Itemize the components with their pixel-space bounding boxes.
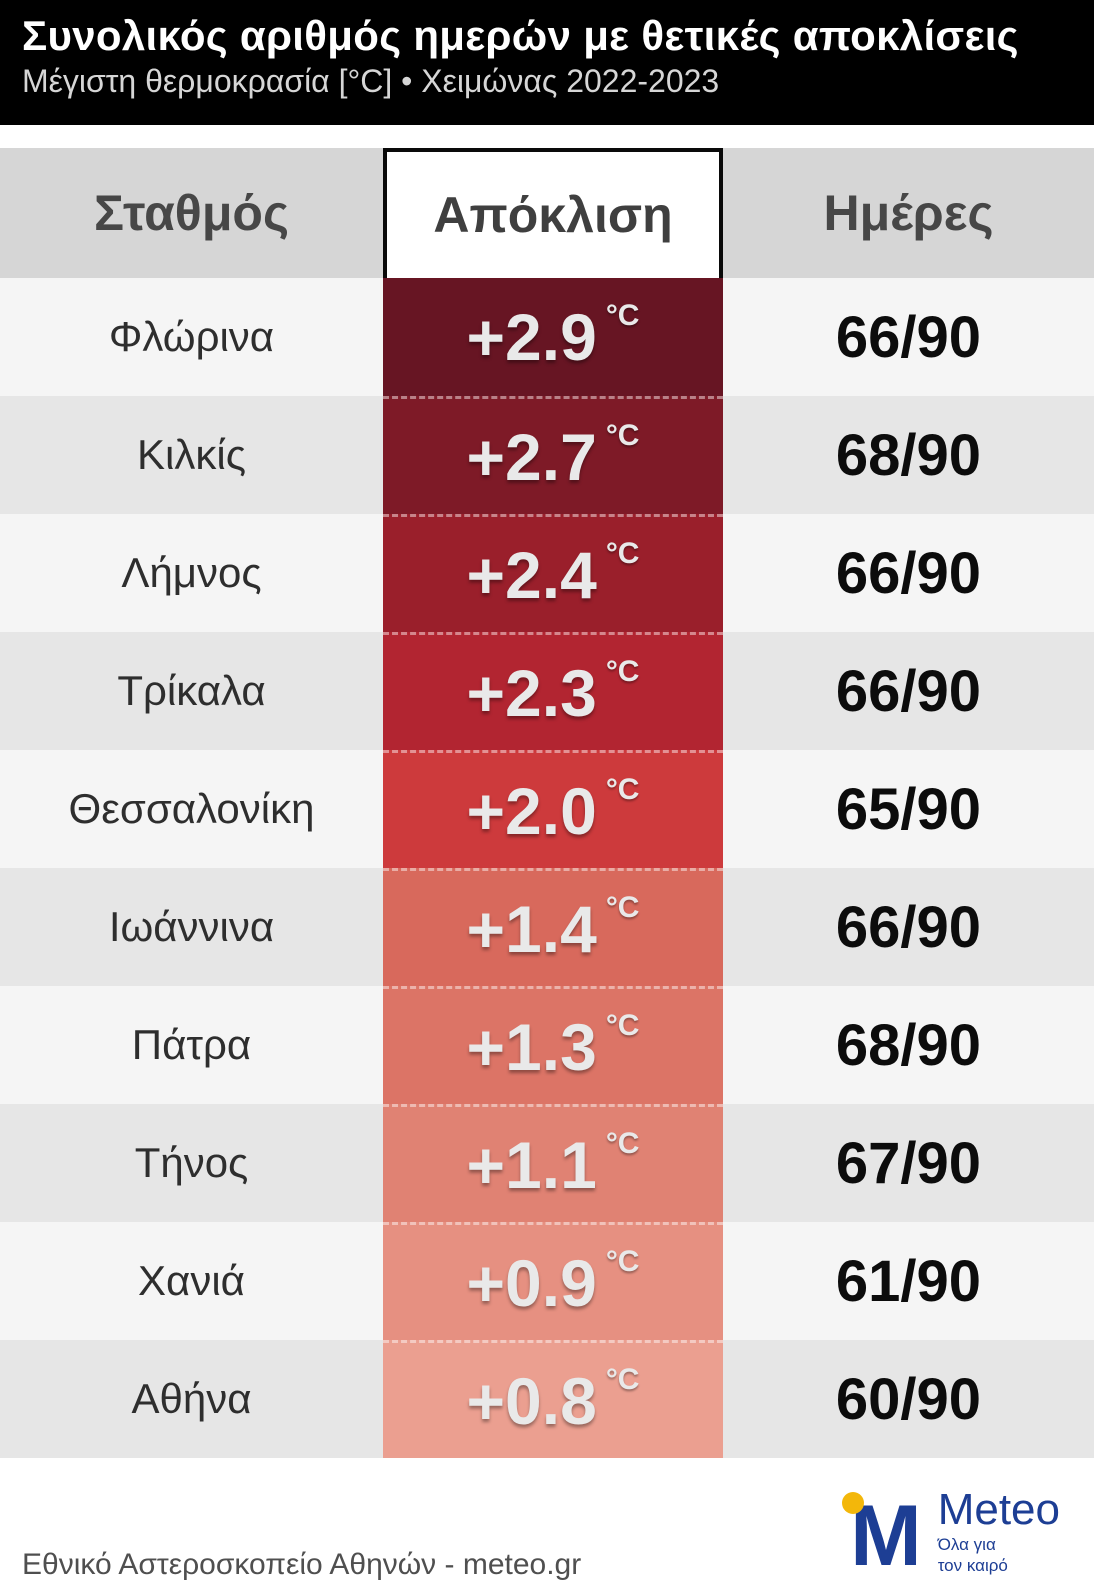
column-header-deviation: Απόκλιση [383, 148, 723, 278]
logo-wordmark: Meteo Όλα για τον καιρό [937, 1484, 1060, 1576]
deviation-unit: °C [605, 654, 640, 688]
deviation-unit: °C [605, 1126, 640, 1160]
credit-text: Εθνικό Αστεροσκοπείο Αθηνών - meteo.gr [22, 1548, 582, 1581]
days-value: 66/90 [723, 278, 1094, 396]
deviation-cell: +1.1 °C [383, 1104, 723, 1222]
deviation-unit: °C [605, 418, 640, 452]
table-body: Φλώρινα +2.9 °C 66/90 Κιλκίς +2.7 °C 68/90 Λήμνο… [0, 278, 1094, 1458]
days-value: 66/90 [723, 868, 1094, 986]
page-subtitle: Μέγιστη θερμοκρασία [°C] • Χειμώνας 2022… [22, 63, 720, 99]
header-bar: Συνολικός αριθμός ημερών με θετικές αποκ… [0, 0, 1094, 125]
deviation-value: +2.4 [466, 537, 597, 612]
days-value: 68/90 [723, 396, 1094, 514]
station-name: Ιωάννινα [0, 868, 383, 986]
table-row: Αθήνα +0.8 °C 60/90 [0, 1340, 1094, 1458]
deviation-unit: °C [605, 890, 640, 924]
deviation-unit: °C [605, 1008, 640, 1042]
deviation-unit: °C [605, 772, 640, 806]
deviation-value: +2.3 [466, 655, 597, 730]
meteo-monogram: M [842, 1490, 922, 1579]
deviation-unit: °C [605, 536, 640, 570]
deviation-cell: +2.0 °C [383, 750, 723, 868]
deviation-cell: +0.9 °C [383, 1222, 723, 1340]
table-row: Φλώρινα +2.9 °C 66/90 [0, 278, 1094, 396]
logo-name: Meteo [937, 1484, 1060, 1534]
page-title: Συνολικός αριθμός ημερών με θετικές αποκ… [22, 12, 1019, 59]
deviation-cell: +2.9 °C [383, 278, 723, 396]
days-value: 65/90 [723, 750, 1094, 868]
table-row: Κιλκίς +2.7 °C 68/90 [0, 396, 1094, 514]
deviation-value: +2.7 [466, 419, 597, 494]
deviation-cell: +2.7 °C [383, 396, 723, 514]
deviation-value: +2.0 [466, 773, 597, 848]
table-row: Θεσσαλονίκη +2.0 °C 65/90 [0, 750, 1094, 868]
station-name: Λήμνος [0, 514, 383, 632]
deviation-cell: +0.8 °C [383, 1340, 723, 1458]
deviation-value: +1.4 [466, 891, 597, 966]
station-name: Φλώρινα [0, 278, 383, 396]
deviation-cell: +2.3 °C [383, 632, 723, 750]
station-name: Πάτρα [0, 986, 383, 1104]
station-name: Τήνος [0, 1104, 383, 1222]
deviation-value: +1.3 [466, 1009, 597, 1084]
deviation-cell: +1.4 °C [383, 868, 723, 986]
footer: Εθνικό Αστεροσκοπείο Αθηνών - meteo.gr M… [0, 1458, 1094, 1596]
logo-tagline-line1: Όλα για [937, 1534, 996, 1554]
station-name: Κιλκίς [0, 396, 383, 514]
stations-table: Σταθμός Απόκλιση Ημέρες Φλώρινα +2.9 °C 66/… [0, 148, 1094, 1458]
deviation-unit: °C [605, 299, 640, 332]
table-row: Ιωάννινα +1.4 °C 66/90 [0, 868, 1094, 986]
days-value: 66/90 [723, 632, 1094, 750]
deviation-value: +2.9 [466, 300, 597, 374]
days-value: 61/90 [723, 1222, 1094, 1340]
column-header-days: Ημέρες [723, 148, 1094, 278]
logo-tagline-line2: τον καιρό [937, 1556, 1008, 1576]
column-header-station: Σταθμός [0, 148, 383, 278]
deviation-value: +0.9 [466, 1245, 597, 1320]
days-value: 67/90 [723, 1104, 1094, 1222]
days-value: 60/90 [723, 1340, 1094, 1458]
deviation-unit: °C [605, 1244, 640, 1278]
table-header-row: Σταθμός Απόκλιση Ημέρες [0, 148, 1094, 278]
deviation-value: +0.8 [466, 1363, 597, 1438]
days-value: 66/90 [723, 514, 1094, 632]
station-name: Θεσσαλονίκη [0, 750, 383, 868]
table-row: Λήμνος +2.4 °C 66/90 [0, 514, 1094, 632]
table-row: Τρίκαλα +2.3 °C 66/90 [0, 632, 1094, 750]
deviation-cell: +2.4 °C [383, 514, 723, 632]
deviation-unit: °C [605, 1362, 640, 1396]
station-name: Χανιά [0, 1222, 383, 1340]
station-name: Τρίκαλα [0, 632, 383, 750]
table-row: Χανιά +0.9 °C 61/90 [0, 1222, 1094, 1340]
logo-dot-icon [842, 1491, 865, 1514]
meteo-logo: M Meteo Όλα για τον καιρό [842, 1484, 1060, 1579]
days-value: 68/90 [723, 986, 1094, 1104]
deviation-cell: +1.3 °C [383, 986, 723, 1104]
station-name: Αθήνα [0, 1340, 383, 1458]
deviation-value: +1.1 [466, 1127, 597, 1202]
table-row: Πάτρα +1.3 °C 68/90 [0, 986, 1094, 1104]
table-row: Τήνος +1.1 °C 67/90 [0, 1104, 1094, 1222]
